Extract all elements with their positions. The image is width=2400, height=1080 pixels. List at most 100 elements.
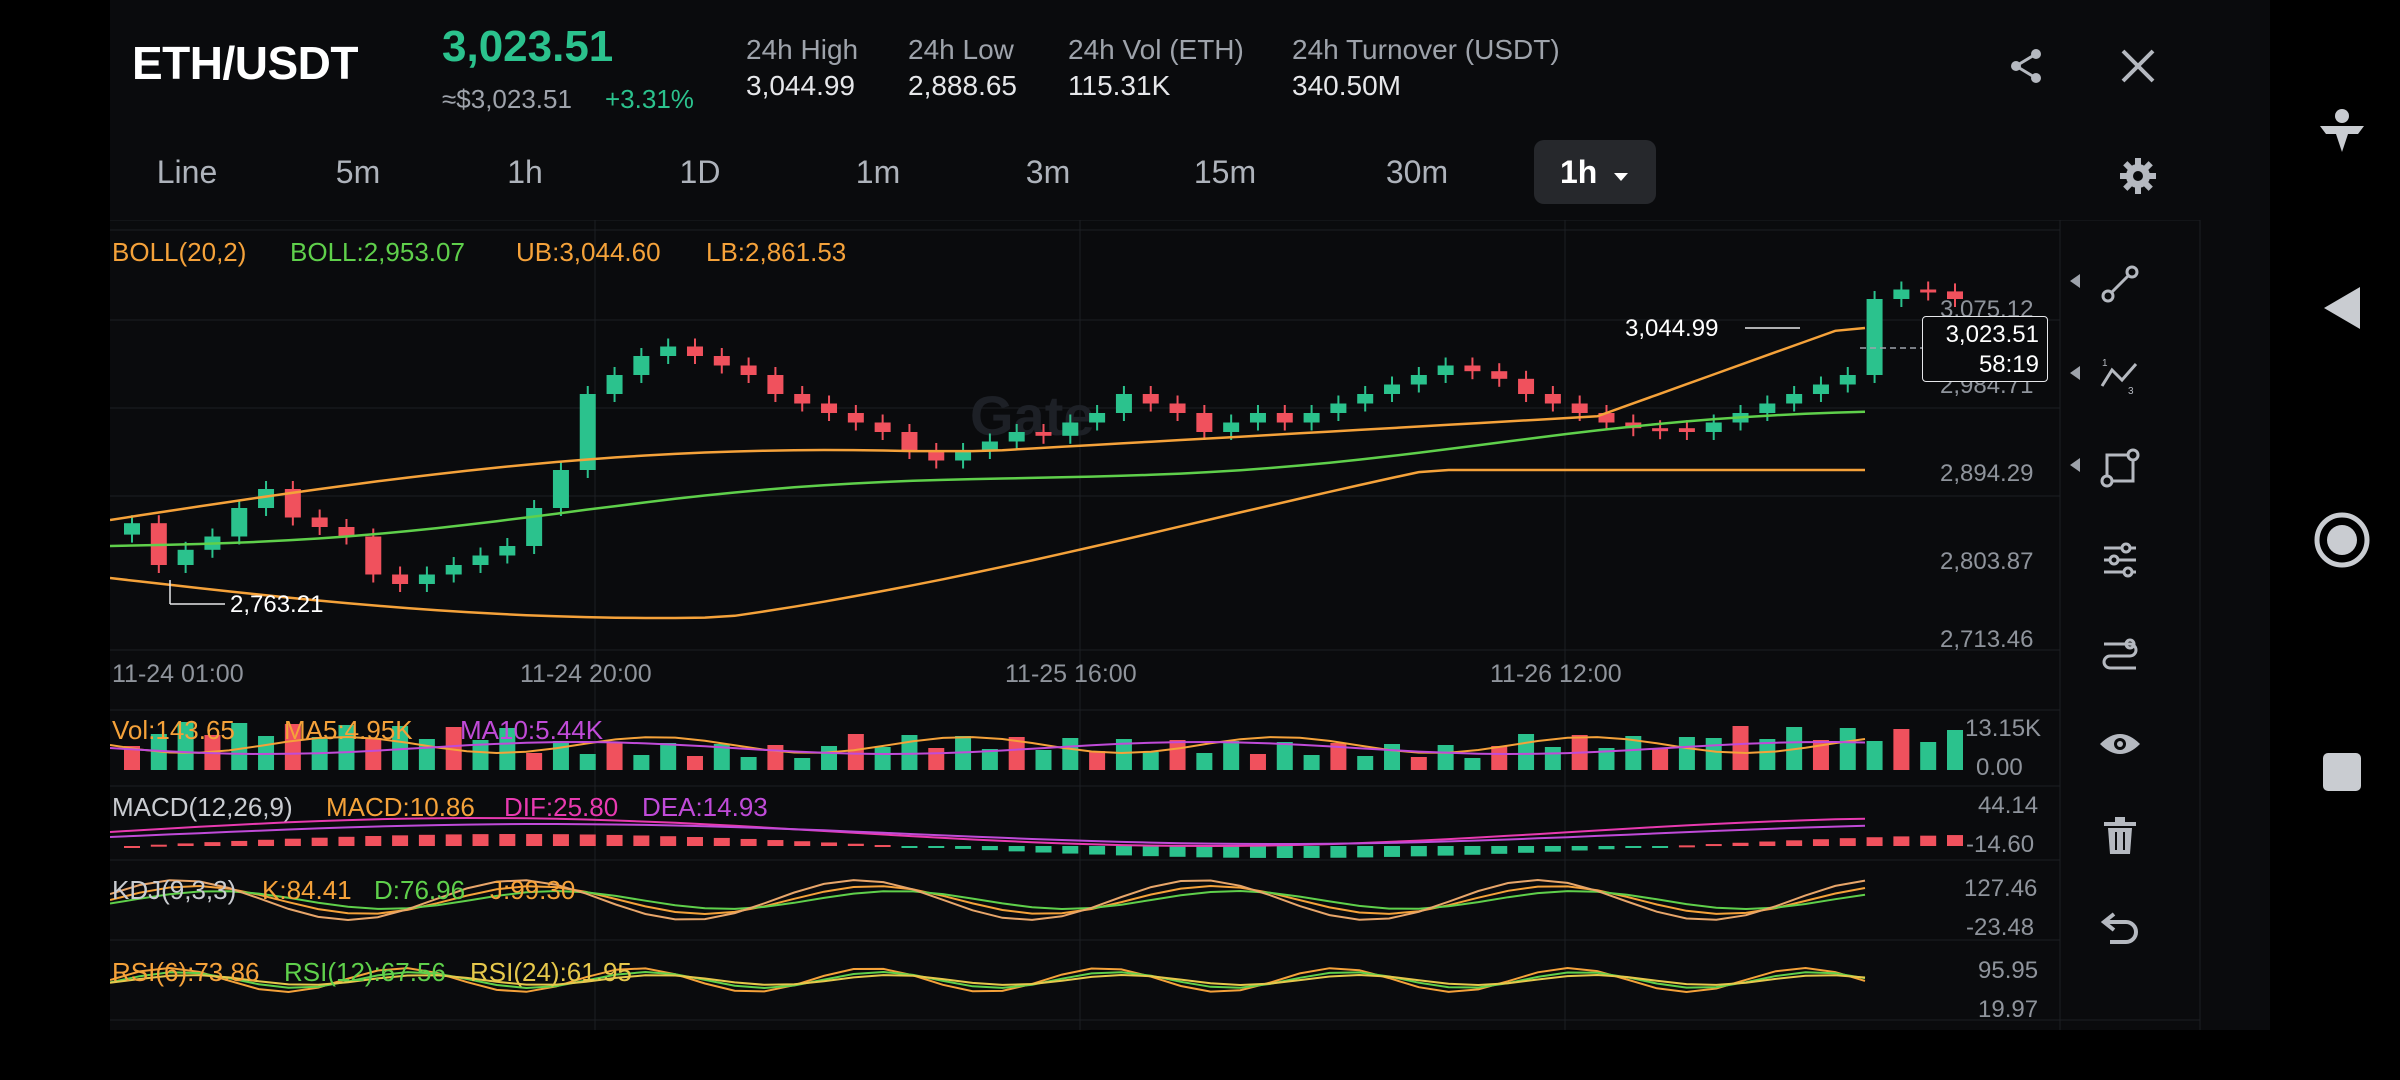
- volume-bar: [1491, 746, 1508, 770]
- stat-vol-label: 24h Vol (ETH): [1068, 34, 1244, 65]
- interval-dropdown[interactable]: 1h: [1534, 140, 1657, 204]
- share-icon[interactable]: [1996, 36, 2056, 96]
- macd-bar: [579, 834, 596, 846]
- candle-body: [1089, 413, 1106, 423]
- macd-bar: [365, 836, 382, 846]
- vol-y-bottom: 0.00: [1976, 754, 2023, 781]
- volume-bar: [1008, 737, 1025, 770]
- stat-low-value: 2,888.65: [908, 70, 1017, 101]
- gear-icon[interactable]: [2108, 146, 2168, 206]
- collapse-arrow-icon[interactable]: [2070, 458, 2082, 477]
- macd-bar: [1598, 846, 1615, 850]
- candle-body: [552, 470, 569, 508]
- volume-bar: [1169, 740, 1186, 770]
- macd-bar: [1812, 839, 1829, 846]
- home-icon[interactable]: [2312, 510, 2372, 570]
- collapse-arrow-icon[interactable]: [2070, 274, 2082, 293]
- indicator-settings-icon[interactable]: [2090, 530, 2150, 590]
- macd-bar: [633, 835, 650, 846]
- eye-icon[interactable]: [2090, 714, 2150, 774]
- candle-body: [1920, 289, 1937, 293]
- candle-body: [1303, 413, 1320, 423]
- macd-bar: [1625, 846, 1642, 848]
- macd-bar: [981, 846, 998, 851]
- vol-y-top: 13.15K: [1965, 715, 2042, 742]
- candle-body: [1115, 394, 1132, 413]
- undo-icon[interactable]: [2090, 898, 2150, 958]
- tab-30m[interactable]: 30m: [1385, 154, 1449, 190]
- candle-body: [1544, 394, 1561, 404]
- macd-dif-line: [110, 816, 1866, 848]
- macd-histogram: [124, 834, 1963, 858]
- volume-bar: [794, 758, 811, 770]
- volume-bar: [1920, 742, 1937, 770]
- macd-bar: [526, 834, 543, 846]
- tab-1d[interactable]: 1D: [679, 154, 721, 190]
- tab-1m[interactable]: 1m: [855, 154, 901, 190]
- macd-bar: [284, 838, 301, 846]
- macd-bar: [955, 846, 972, 849]
- macd-bar: [338, 836, 355, 846]
- macd-bar: [767, 840, 784, 846]
- candle-body: [1062, 422, 1079, 436]
- candle-body: [472, 555, 489, 565]
- candle-body: [874, 422, 891, 432]
- volume-bar: [1357, 756, 1374, 770]
- macd-bar: [552, 834, 569, 846]
- candle-body: [1518, 378, 1535, 394]
- volume-bar: [177, 722, 194, 770]
- rsi6-legend: RSI(6):73.86: [112, 957, 260, 987]
- kdj-y-bottom: -23.48: [1966, 914, 2035, 941]
- macd-bar: [901, 846, 918, 848]
- candle-body: [794, 394, 811, 404]
- macd-bar: [1786, 840, 1803, 846]
- macd-bar: [660, 836, 677, 846]
- tab-line[interactable]: Line: [156, 154, 218, 190]
- tab-15m[interactable]: 15m: [1193, 154, 1257, 190]
- candle-body: [1249, 413, 1266, 423]
- volume-bar: [1947, 730, 1963, 770]
- chart-area[interactable]: Gate 3,044.99 2,763.21: [110, 220, 2210, 1030]
- macd-bar: [794, 841, 811, 846]
- macd-bar: [1169, 846, 1186, 857]
- x-tick-3: 11-25 16:00: [1005, 660, 1137, 688]
- volume-bar: [821, 746, 838, 770]
- volume-bar: [1223, 741, 1240, 770]
- volume-bar: [1518, 734, 1535, 770]
- x-tick-4: 11-26 12:00: [1490, 660, 1622, 688]
- boll-lower-band: [110, 468, 1865, 620]
- macd-bar: [472, 834, 489, 846]
- macd-bar: [606, 834, 623, 846]
- tab-3m[interactable]: 3m: [1025, 154, 1071, 190]
- candle-body: [1357, 394, 1374, 404]
- tab-1h[interactable]: 1h: [507, 154, 543, 190]
- close-icon[interactable]: [2108, 36, 2168, 96]
- macd-bar: [1920, 835, 1937, 846]
- shape-icon[interactable]: [2090, 438, 2150, 498]
- accessibility-icon[interactable]: [2312, 105, 2372, 165]
- stat-turnover-value: 340.50M: [1292, 70, 1401, 101]
- volume-bar: [1330, 743, 1347, 770]
- indicator-icon[interactable]: [2090, 622, 2150, 682]
- trash-icon[interactable]: [2090, 806, 2150, 866]
- macd-dea-line: [110, 823, 1866, 845]
- trendline-icon[interactable]: [2090, 254, 2150, 314]
- volume-bar: [1732, 726, 1749, 770]
- recents-icon[interactable]: [2312, 742, 2372, 802]
- macd-bar: [874, 845, 891, 848]
- volume-bar: [1089, 751, 1106, 770]
- macd-bar: [1759, 841, 1776, 846]
- macd-bar: [1410, 846, 1427, 857]
- active-interval-label: 1h: [1560, 154, 1598, 190]
- collapse-arrow-icon[interactable]: [2070, 366, 2082, 385]
- candle-body: [1276, 413, 1293, 423]
- tab-5m[interactable]: 5m: [335, 154, 381, 190]
- pair-title[interactable]: ETH/USDT: [132, 37, 359, 89]
- macd-bar: [1947, 835, 1963, 846]
- candle-body: [1705, 422, 1722, 432]
- kdj-legend-k: K:84.41: [262, 875, 352, 905]
- candle-body: [499, 546, 516, 556]
- back-icon[interactable]: [2312, 278, 2372, 338]
